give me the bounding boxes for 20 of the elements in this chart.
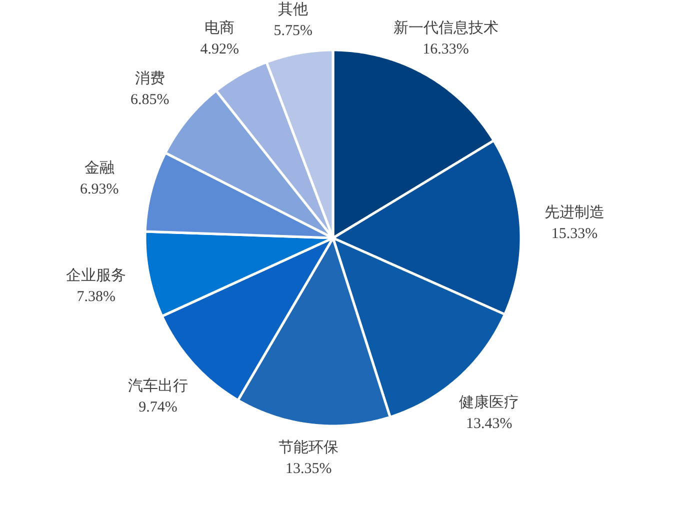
data-label: 6.93% <box>80 181 119 198</box>
slice-label: 金融 <box>84 159 114 176</box>
slice-label: 新一代信息技术 <box>393 19 498 36</box>
slice-label: 节能环保 <box>278 438 339 456</box>
data-label: 13.35% <box>286 460 332 477</box>
data-label: 5.75% <box>274 22 312 39</box>
slice-label: 电商 <box>204 20 235 37</box>
data-label: 13.43% <box>466 416 512 432</box>
data-label: 6.85% <box>130 92 170 108</box>
data-label: 4.92% <box>200 42 240 58</box>
data-label: 9.74% <box>138 400 178 416</box>
slice-label: 先进制造 <box>544 204 604 222</box>
slice-label: 企业服务 <box>66 266 126 284</box>
data-label: 7.38% <box>76 288 116 305</box>
slice-label: 其他 <box>278 0 308 18</box>
slice-label: 健康医疗 <box>459 394 520 411</box>
slice-label: 消费 <box>134 70 165 87</box>
data-label: 15.33% <box>551 226 598 242</box>
slice-label: 汽车出行 <box>128 378 188 395</box>
data-label: 16.33% <box>422 41 469 58</box>
